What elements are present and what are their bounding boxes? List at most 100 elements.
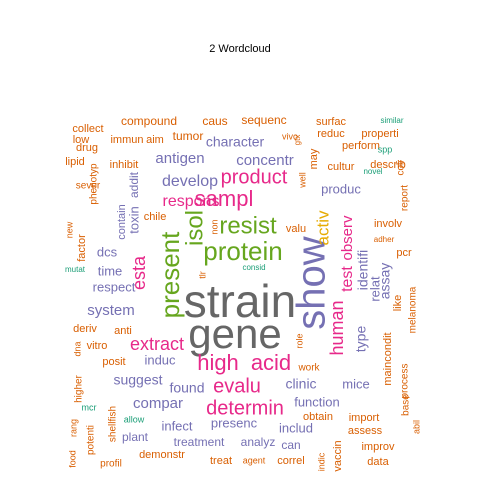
word-product: product: [221, 166, 288, 188]
word-vivo: vivo: [282, 131, 298, 141]
word-plant: plant: [122, 430, 149, 444]
word-import: import: [349, 412, 380, 424]
word-present: present: [155, 231, 185, 318]
word-respect: respect: [93, 279, 136, 294]
word-type: type: [353, 326, 369, 353]
word-isol: isol: [181, 210, 208, 246]
word-new: new: [64, 221, 74, 238]
word-describ: describ: [370, 159, 405, 171]
word-time: time: [98, 263, 123, 278]
word-evalu: evalu: [213, 375, 261, 397]
word-mcr: mcr: [82, 402, 97, 412]
word-gtx: gtx: [293, 135, 302, 146]
word-dna: dna: [72, 341, 82, 356]
word-activ: activ: [313, 210, 332, 245]
word-abil: abil: [411, 420, 421, 434]
word-drug: drug: [76, 142, 98, 154]
word-indic: indic: [316, 452, 326, 471]
word-esta: esta: [129, 255, 149, 290]
word-character: character: [206, 134, 265, 150]
word-process: process: [400, 363, 411, 398]
word-compar: compar: [133, 395, 183, 412]
word-strain: strain: [184, 275, 296, 327]
word-analyz: analyz: [241, 435, 276, 449]
word-sampl: sampl: [195, 186, 254, 211]
word-dcs: dcs: [97, 244, 118, 259]
word-pcr: pcr: [396, 247, 412, 259]
word-chile: chile: [144, 211, 167, 223]
word-compound: compound: [121, 114, 177, 128]
word-assess: assess: [348, 425, 383, 437]
word-develop: develop: [162, 173, 218, 190]
word-induc: induc: [144, 352, 176, 367]
word-higher: higher: [74, 374, 85, 402]
word-infect: infect: [161, 418, 192, 433]
word-addit: addit: [127, 171, 141, 198]
word-melanoma: melanoma: [408, 286, 419, 333]
word-posit: posit: [102, 356, 125, 368]
word-antigen: antigen: [155, 150, 204, 167]
word-cultur: cultur: [328, 161, 355, 173]
word-maincondit: maincondit: [382, 332, 394, 385]
word-perform: perform: [342, 140, 380, 152]
word-collect: collect: [72, 123, 103, 135]
word-profil: profil: [100, 459, 122, 470]
word-contain: contain: [116, 204, 128, 239]
word-vitro: vitro: [87, 340, 108, 352]
word-vaccin: vaccin: [332, 440, 344, 471]
word-rang: rang: [68, 419, 78, 437]
word-agent: agent: [243, 455, 266, 465]
word-aim: aim: [146, 134, 164, 146]
word-novel: novel: [363, 167, 382, 176]
word-well: well: [297, 172, 307, 189]
word-clinic: clinic: [285, 376, 316, 392]
word-gene: gene: [188, 310, 281, 357]
chart-title: 2 Wordcloud: [209, 43, 271, 55]
word-involv: involv: [374, 218, 403, 230]
word-spp: spp: [378, 144, 393, 154]
word-mice: mice: [342, 376, 369, 391]
word-mutat: mutat: [65, 265, 86, 274]
word-obtain: obtain: [303, 411, 333, 423]
word-like: like: [392, 295, 404, 312]
word-potenti: potenti: [86, 425, 97, 455]
word-demonstr: demonstr: [139, 449, 185, 461]
word-deriv: deriv: [73, 323, 97, 335]
word-data: data: [367, 456, 389, 468]
word-valu: valu: [286, 223, 306, 235]
word-tumor: tumor: [173, 129, 204, 143]
word-human: human: [327, 300, 347, 355]
word-reduc: reduc: [317, 128, 345, 140]
word-phenotyp: phenotyp: [89, 163, 100, 205]
word-extract: extract: [130, 334, 184, 354]
word-immun: immun: [110, 134, 143, 146]
word-identifi: identifi: [355, 250, 371, 290]
word-function: function: [294, 394, 340, 409]
word-allow: allow: [124, 414, 145, 424]
word-high: high: [197, 350, 239, 375]
word-properti: properti: [361, 128, 398, 140]
word-role: role: [294, 333, 304, 348]
word-sever: sever: [76, 181, 101, 192]
word-test: test: [339, 266, 356, 292]
word-improv: improv: [361, 441, 395, 453]
word-base: base: [401, 394, 412, 416]
word-adher: adher: [374, 235, 395, 244]
word-concentr: concentr: [236, 152, 294, 169]
word-system: system: [87, 302, 135, 319]
word-anti: anti: [114, 325, 132, 337]
word-report: report: [400, 185, 411, 211]
word-inhibit: inhibit: [110, 159, 139, 171]
word-toxin: toxin: [126, 206, 141, 233]
word-found: found: [169, 380, 204, 396]
word-correl: correl: [277, 455, 305, 467]
word-lipid: lipid: [65, 156, 85, 168]
word-similar: similar: [380, 116, 403, 125]
word-food: food: [67, 450, 77, 468]
word-caus: caus: [202, 114, 227, 128]
word-presenc: presenc: [211, 415, 258, 430]
word-treatment: treatment: [174, 435, 225, 449]
word-treat: treat: [210, 455, 232, 467]
word-resist: resist: [219, 212, 277, 239]
word-surfac: surfac: [316, 116, 346, 128]
